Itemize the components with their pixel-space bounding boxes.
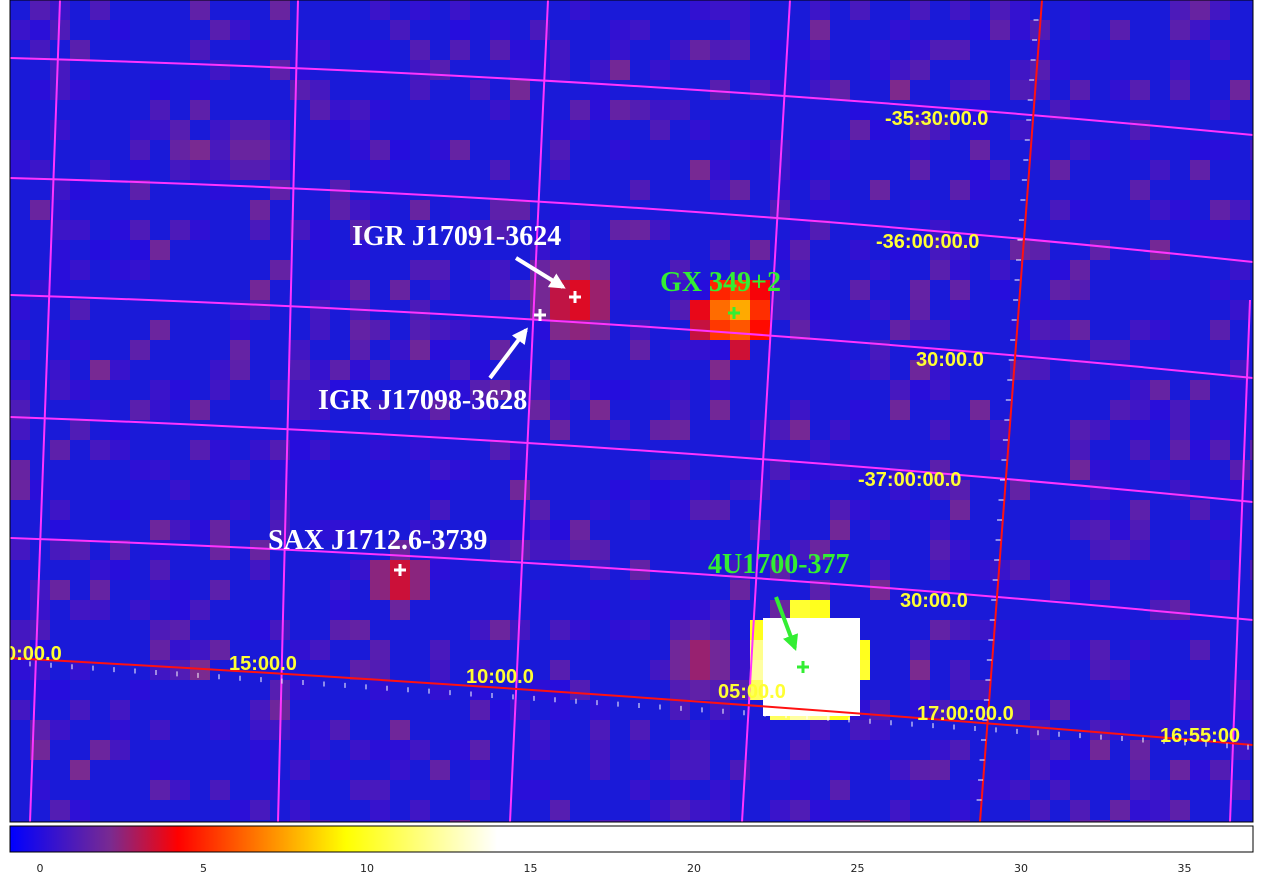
dec-label: -35:30:00.0 [885,108,988,130]
dec-axis-line [979,0,1043,822]
axis-ticks [29,19,1249,801]
colorbar-tick-label: 25 [851,862,865,875]
ra-label: 17:00:00.0 [917,703,1014,725]
dec-label: -36:00:00.0 [876,231,979,253]
source-label-4u1700: 4U1700-377 [708,549,850,580]
colorbar-tick-label: 15 [524,862,538,875]
ra-label: 15:00.0 [229,653,297,675]
ra-label: 10:00.0 [466,666,534,688]
ra-label: 05:00.0 [718,681,786,703]
intensity-image: IGR J17091-3624 IGR J17098-3628 GX 349+2… [5,0,1253,822]
colorbar-tick-label: 10 [360,862,374,875]
colorbar: 0 5 10 15 20 25 30 35 [9,825,1254,875]
dec-label: 30:00.0 [916,349,984,371]
colorbar-tick-label: 35 [1178,862,1192,875]
source-label-igr-j17091: IGR J17091-3624 [352,221,561,252]
colorbar-tick-label: 30 [1014,862,1028,875]
pointer-arrows [488,256,799,651]
ra-label: 0:00.0 [5,643,62,665]
dec-label: -37:00:00.0 [858,469,961,491]
ra-label: 16:55:00 [1160,725,1240,747]
source-label-sax-j1712: SAX J1712.6-3739 [268,525,487,556]
ra-axis-line [10,657,1253,746]
cross-markers [394,291,809,673]
source-label-igr-j17098: IGR J17098-3628 [318,385,527,416]
coordinate-grid [10,0,1253,822]
colorbar-tick-label: 0 [37,862,44,875]
dec-label: 30:00.0 [900,590,968,612]
pixel-grid [10,0,1253,822]
colorbar-tick-label: 20 [687,862,701,875]
source-label-gx-349: GX 349+2 [660,267,781,298]
colorbar-tick-label: 5 [200,862,207,875]
